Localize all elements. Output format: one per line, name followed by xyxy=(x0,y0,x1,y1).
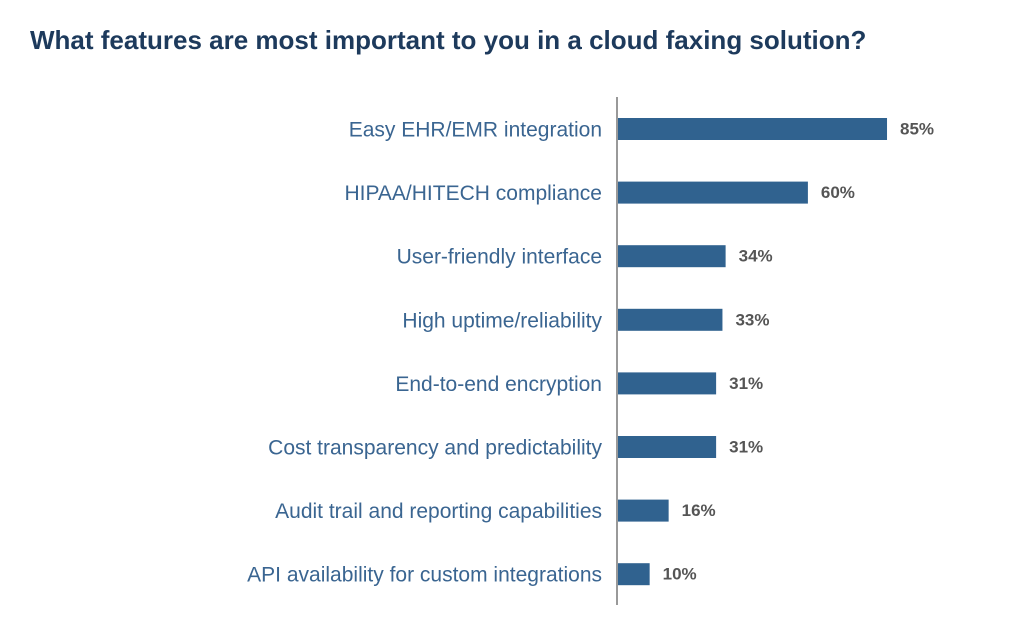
bar xyxy=(618,245,726,268)
bar xyxy=(618,372,717,395)
value-label: 60% xyxy=(821,183,855,202)
category-label: Cost transparency and predictability xyxy=(268,437,602,460)
bar xyxy=(618,308,723,331)
category-label: Easy EHR/EMR integration xyxy=(349,119,602,142)
value-label: 31% xyxy=(729,437,763,456)
value-label: 16% xyxy=(682,501,716,520)
value-label: 34% xyxy=(739,247,773,266)
value-label: 33% xyxy=(735,310,769,329)
value-label: 31% xyxy=(729,374,763,393)
value-label: 85% xyxy=(900,119,934,138)
bar xyxy=(618,118,888,140)
chart-title: What features are most important to you … xyxy=(30,25,866,55)
category-label: Audit trail and reporting capabilities xyxy=(275,500,602,523)
category-label: HIPAA/HITECH compliance xyxy=(344,182,602,205)
value-label: 10% xyxy=(663,565,697,584)
category-label: User-friendly interface xyxy=(397,246,602,269)
category-label: API availability for custom integrations xyxy=(247,564,602,587)
bar xyxy=(618,181,808,204)
bar xyxy=(618,563,650,586)
bar xyxy=(618,436,717,458)
bar xyxy=(618,499,669,522)
category-label: High uptime/reliability xyxy=(402,309,602,332)
category-label: End-to-end encryption xyxy=(395,373,602,396)
